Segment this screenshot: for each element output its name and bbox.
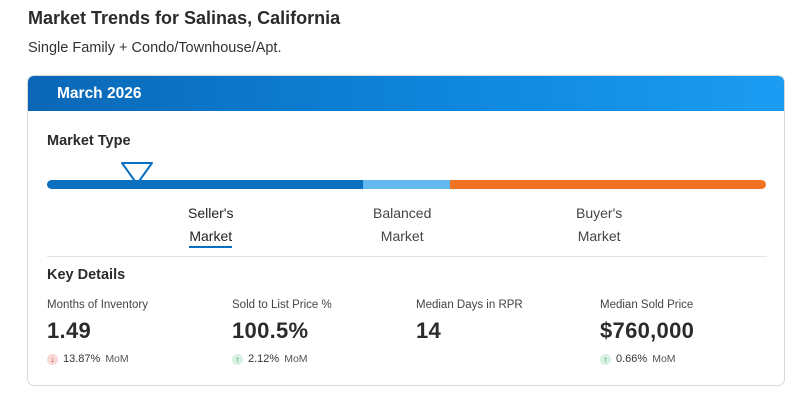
metric-value: $760,000 (600, 318, 695, 343)
change-period: MoM (652, 353, 676, 365)
buyer-label-line1: Buyer's (576, 205, 623, 221)
change-period: MoM (105, 353, 129, 365)
market-bar-balanced (363, 180, 450, 189)
metric-value: 14 (416, 318, 442, 343)
metric-change: ↑ 0.66% MoM (600, 353, 780, 365)
metric-sold-to-list-price: Sold to List Price % 100.5% ↑ 2.12% MoM (232, 299, 412, 365)
change-value: 0.66% (616, 353, 648, 365)
seller-label-line2: Market (189, 226, 233, 248)
market-bar-seller (47, 180, 363, 189)
seller-market-label: Seller's Market (188, 202, 233, 248)
balanced-label-line1: Balanced (373, 205, 432, 221)
buyer-market-label: Buyer's Market (576, 202, 622, 248)
metric-months-of-inventory: Months of Inventory 1.49 ↓ 13.87% MoM (47, 299, 227, 365)
market-bar-buyer (450, 180, 766, 189)
arrow-down-icon: ↓ (47, 353, 58, 365)
market-indicator-icon (121, 162, 153, 185)
balanced-label-line2: Market (380, 228, 424, 244)
metric-change: ↓ 13.87% MoM (47, 353, 227, 365)
metric-median-sold-price: Median Sold Price $760,000 ↑ 0.66% MoM (600, 299, 780, 365)
metric-label: Median Sold Price (600, 299, 694, 311)
buyer-label-line2: Market (577, 228, 621, 244)
change-period: MoM (284, 353, 308, 365)
section-divider (47, 256, 767, 257)
arrow-up-icon: ↑ (600, 353, 611, 365)
arrow-up-icon: ↑ (232, 353, 243, 365)
metric-value: 1.49 (47, 318, 92, 343)
card-header: March 2026 (28, 76, 784, 111)
period-label: March 2026 (57, 85, 142, 102)
metric-label: Median Days in RPR (416, 299, 523, 311)
market-type-title: Market Type (47, 133, 131, 149)
change-value: 13.87% (63, 353, 101, 365)
metric-label: Sold to List Price % (232, 299, 332, 311)
market-trends-card: March 2026 Market Type Seller's Market B… (27, 75, 785, 386)
metric-value: 100.5% (232, 318, 309, 343)
metric-label: Months of Inventory (47, 299, 148, 311)
page-subtitle: Single Family + Condo/Townhouse/Apt. (28, 40, 282, 56)
change-value: 2.12% (248, 353, 280, 365)
metric-change: ↑ 2.12% MoM (232, 353, 412, 365)
key-details-title: Key Details (47, 267, 126, 283)
page-title: Market Trends for Salinas, California (28, 8, 341, 28)
seller-label-line1: Seller's (188, 205, 234, 221)
metric-median-days-in-rpr: Median Days in RPR 14 (416, 299, 596, 344)
balanced-market-label: Balanced Market (373, 202, 431, 248)
